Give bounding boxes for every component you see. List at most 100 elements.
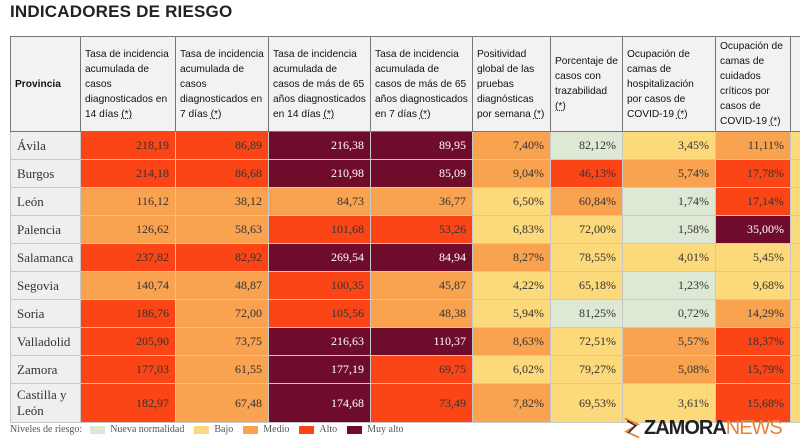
- column-header: Porcentaje de casos con trazabilidad (*): [550, 36, 623, 132]
- clipped-cell: [790, 355, 800, 384]
- value-cell: 86,89: [175, 131, 269, 160]
- value-cell: 5,45%: [715, 243, 791, 272]
- value-cell: 4,01%: [622, 243, 716, 272]
- footnote-link[interactable]: (*): [533, 108, 545, 120]
- value-cell: 216,38: [268, 131, 371, 160]
- legend-item-label: Alto: [319, 424, 338, 435]
- column-header: Ocupación de camas de hospitalización po…: [622, 36, 716, 132]
- column-header: Tasa de incidencia acumulada de casos de…: [370, 36, 473, 132]
- value-cell: 101,68: [268, 215, 371, 244]
- value-cell: 35,00%: [715, 215, 791, 244]
- value-cell: 69,75: [370, 355, 473, 384]
- province-cell: Palencia: [10, 215, 81, 244]
- value-cell: 1,23%: [622, 271, 716, 300]
- value-cell: 61,55: [175, 355, 269, 384]
- value-cell: 6,02%: [472, 355, 551, 384]
- clipped-cell: [790, 187, 800, 216]
- clipped-cell: [790, 243, 800, 272]
- legend-item-label: Muy alto: [367, 424, 404, 435]
- logo-text-news: NEWS: [725, 416, 783, 439]
- table-row: Burgos 214,18 86,68 210,98 85,09 9,04% 46,13% 5…: [10, 159, 800, 188]
- clipped-cell: [790, 327, 800, 356]
- clipped-cell: [790, 131, 800, 160]
- legend-swatch: [194, 425, 210, 434]
- value-cell: 53,26: [370, 215, 473, 244]
- clipped-cell: [790, 159, 800, 188]
- value-cell: 89,95: [370, 131, 473, 160]
- value-cell: 1,58%: [622, 215, 716, 244]
- value-cell: 84,73: [268, 187, 371, 216]
- value-cell: 140,74: [80, 271, 176, 300]
- logo-text-zamora: ZAMORA: [644, 416, 727, 439]
- column-header: Ocupación de camas de cuidados críticos …: [715, 36, 791, 132]
- legend-item-label: Nueva normalidad: [110, 424, 185, 435]
- legend-swatch: [243, 425, 259, 434]
- header-text: Tasa de incidencia acumulada de casos di…: [180, 48, 264, 120]
- legend-label: Niveles de riesgo:: [10, 424, 83, 435]
- value-cell: 9,68%: [715, 271, 791, 300]
- value-cell: 205,90: [80, 327, 176, 356]
- value-cell: 86,68: [175, 159, 269, 188]
- legend-swatch: [347, 425, 363, 434]
- value-cell: 79,27%: [550, 355, 623, 384]
- value-cell: 14,29%: [715, 299, 791, 328]
- value-cell: 5,94%: [472, 299, 551, 328]
- legend-swatch: [299, 425, 315, 434]
- header-text: Tasa de incidencia acumulada de casos di…: [85, 48, 169, 120]
- clipped-cell: [790, 299, 800, 328]
- value-cell: 58,63: [175, 215, 269, 244]
- value-cell: 81,25%: [550, 299, 623, 328]
- value-cell: 4,22%: [472, 271, 551, 300]
- value-cell: 69,53%: [550, 383, 623, 423]
- value-cell: 6,83%: [472, 215, 551, 244]
- page-title: INDICADORES DE RIESGO: [10, 2, 233, 21]
- value-cell: 36,77: [370, 187, 473, 216]
- footnote-link[interactable]: (*): [323, 108, 335, 120]
- value-cell: 7,82%: [472, 383, 551, 423]
- value-cell: 48,87: [175, 271, 269, 300]
- legend-item: Alto: [299, 424, 337, 435]
- value-cell: 186,76: [80, 299, 176, 328]
- header-text: Ocupación de camas de hospitalización po…: [627, 48, 694, 120]
- value-cell: 110,37: [370, 327, 473, 356]
- header-text: Provincia: [15, 78, 61, 90]
- header-text: Ocupación de camas de cuidados críticos …: [720, 41, 783, 127]
- value-cell: 85,09: [370, 159, 473, 188]
- value-cell: 214,18: [80, 159, 176, 188]
- column-header-provincia: Provincia: [10, 36, 81, 132]
- value-cell: 72,51%: [550, 327, 623, 356]
- value-cell: 9,04%: [472, 159, 551, 188]
- footnote-link[interactable]: (*): [419, 108, 431, 120]
- logo-mark-icon: [624, 417, 640, 439]
- value-cell: 116,12: [80, 187, 176, 216]
- footnote-link[interactable]: (*): [210, 108, 222, 120]
- footnote-link[interactable]: (*): [121, 108, 132, 120]
- value-cell: 5,57%: [622, 327, 716, 356]
- header-text: Positividad global de las pruebas diagnó…: [477, 48, 535, 120]
- legend-item: Medio: [243, 424, 289, 435]
- value-cell: 46,13%: [550, 159, 623, 188]
- footnote-link[interactable]: (*): [676, 108, 688, 120]
- value-cell: 5,08%: [622, 355, 716, 384]
- risk-indicators-table: Provincia Tasa de incidencia acumulada de…: [10, 36, 800, 423]
- column-header: Tasa de incidencia acumulada de casos de…: [268, 36, 371, 132]
- value-cell: 18,37%: [715, 327, 791, 356]
- legend-item: Muy alto: [347, 424, 404, 435]
- footnote-link[interactable]: (*): [769, 116, 781, 127]
- value-cell: 15,68%: [715, 383, 791, 423]
- column-header: Tasa de incidencia acumulada de casos di…: [80, 36, 176, 132]
- province-cell: Salamanca: [10, 243, 81, 272]
- footnote-link[interactable]: (*): [555, 101, 566, 112]
- zamora-news-logo: ZAMORA NEWS: [620, 416, 783, 440]
- value-cell: 216,63: [268, 327, 371, 356]
- header-text: Tasa de incidencia acumulada de casos de…: [273, 48, 366, 120]
- value-cell: 6,50%: [472, 187, 551, 216]
- clipped-cell: [790, 383, 800, 423]
- province-cell: Ávila: [10, 131, 81, 160]
- value-cell: 45,87: [370, 271, 473, 300]
- clipped-cell: [790, 271, 800, 300]
- table-row: Zamora 177,03 61,55 177,19 69,75 6,02% 79,27% 5…: [10, 355, 800, 384]
- value-cell: 8,27%: [472, 243, 551, 272]
- province-cell: Valladolid: [10, 327, 81, 356]
- column-header: Tasa de incidencia acumulada de casos di…: [175, 36, 269, 132]
